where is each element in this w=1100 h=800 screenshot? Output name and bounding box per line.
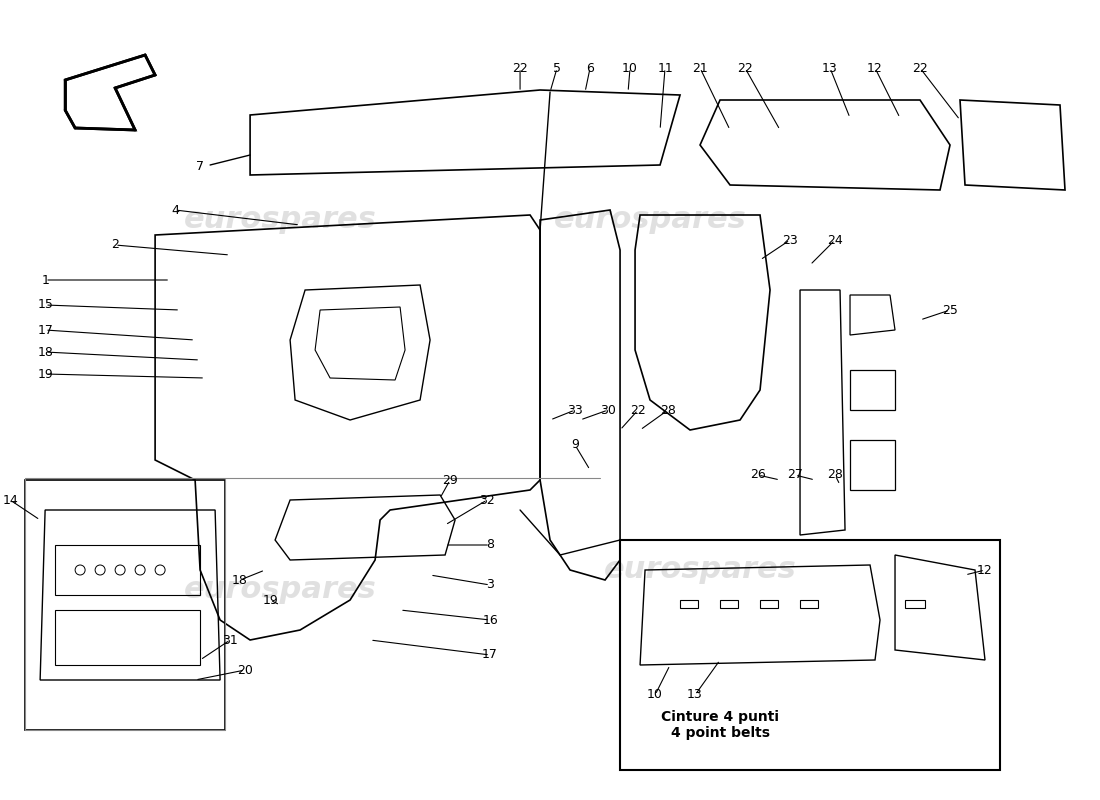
Text: Cinture 4 punti
4 point belts: Cinture 4 punti 4 point belts <box>661 710 779 740</box>
Bar <box>905 600 925 608</box>
Text: 29: 29 <box>442 474 458 486</box>
Text: 3: 3 <box>486 578 494 591</box>
Text: 16: 16 <box>482 614 498 626</box>
Text: 21: 21 <box>692 62 708 74</box>
Text: 20: 20 <box>238 663 253 677</box>
Text: 4: 4 <box>172 203 179 217</box>
Text: 30: 30 <box>601 403 616 417</box>
Text: 19: 19 <box>37 367 53 381</box>
Text: 7: 7 <box>196 161 205 174</box>
Text: 6: 6 <box>586 62 594 74</box>
Bar <box>55 545 200 595</box>
Text: 13: 13 <box>688 689 703 702</box>
Text: 1: 1 <box>41 274 50 286</box>
Text: 14: 14 <box>2 494 18 506</box>
Text: 22: 22 <box>737 62 752 74</box>
Text: eurospares: eurospares <box>553 206 747 234</box>
Text: 26: 26 <box>750 469 766 482</box>
Text: eurospares: eurospares <box>604 555 796 585</box>
Text: eurospares: eurospares <box>184 206 376 234</box>
Bar <box>680 600 698 608</box>
Text: 12: 12 <box>867 62 883 74</box>
Text: 2: 2 <box>111 238 119 251</box>
Text: 24: 24 <box>827 234 843 246</box>
Text: 31: 31 <box>222 634 238 646</box>
Text: 32: 32 <box>480 494 495 506</box>
Bar <box>760 600 778 608</box>
Text: 22: 22 <box>630 403 646 417</box>
Text: 25: 25 <box>942 303 958 317</box>
Text: 19: 19 <box>262 594 278 606</box>
Text: 13: 13 <box>822 62 838 74</box>
Text: 12: 12 <box>977 563 993 577</box>
Text: 15: 15 <box>37 298 53 311</box>
Text: 18: 18 <box>232 574 248 586</box>
Text: 17: 17 <box>482 649 498 662</box>
Text: 28: 28 <box>660 403 676 417</box>
Text: 33: 33 <box>568 403 583 417</box>
Text: 22: 22 <box>513 62 528 74</box>
Text: 27: 27 <box>788 469 803 482</box>
Text: 23: 23 <box>782 234 797 246</box>
Text: 17: 17 <box>37 323 53 337</box>
Text: 22: 22 <box>912 62 928 74</box>
Bar <box>25 480 226 730</box>
Text: eurospares: eurospares <box>184 575 376 605</box>
Text: 11: 11 <box>657 62 673 74</box>
Bar <box>620 540 1000 770</box>
Text: 10: 10 <box>623 62 638 74</box>
Text: 28: 28 <box>827 469 843 482</box>
Text: 8: 8 <box>486 538 494 551</box>
Text: 9: 9 <box>571 438 579 451</box>
Bar <box>720 600 738 608</box>
Bar <box>800 600 818 608</box>
Text: 5: 5 <box>553 62 561 74</box>
Text: 10: 10 <box>647 689 663 702</box>
Text: 18: 18 <box>37 346 53 358</box>
Bar <box>55 610 200 665</box>
